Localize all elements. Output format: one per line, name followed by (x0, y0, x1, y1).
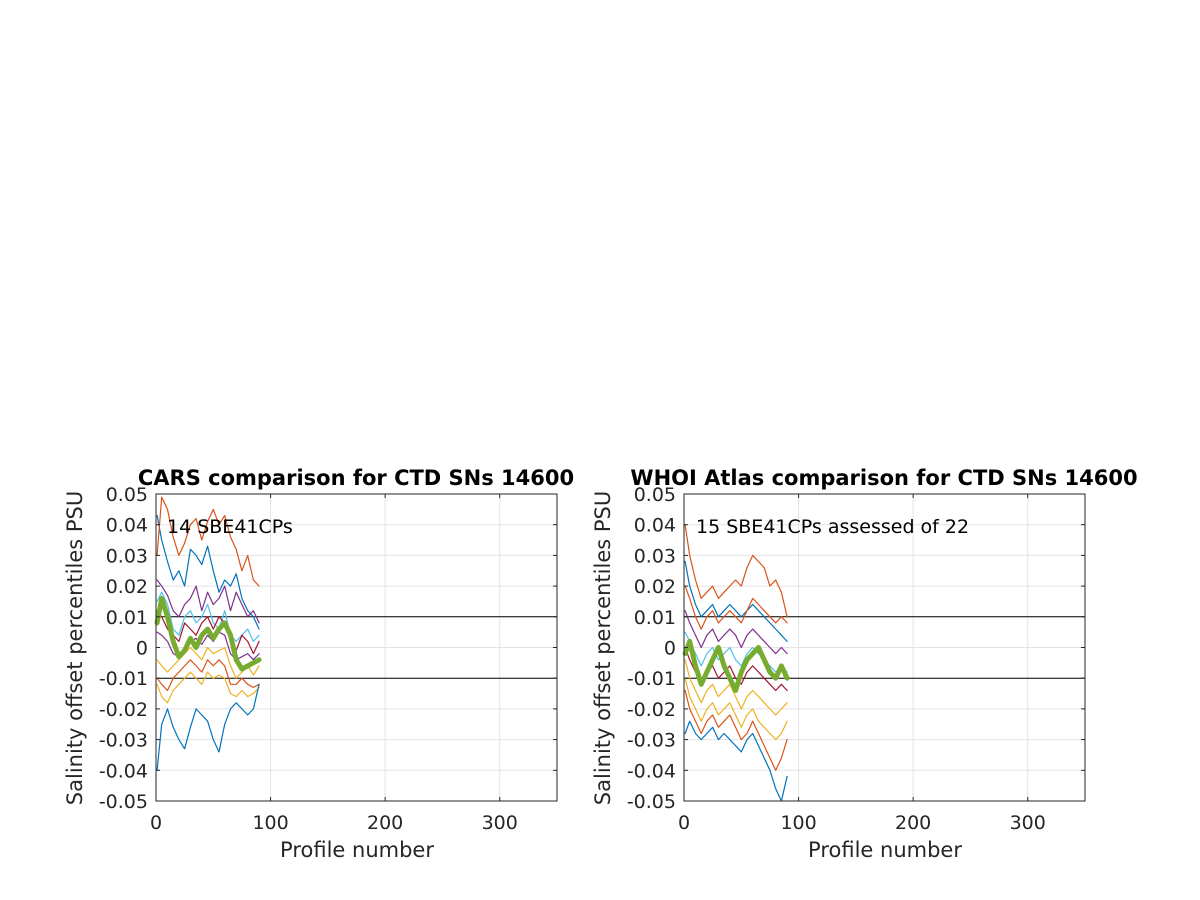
left-series-line-6 (156, 646, 260, 679)
right-y-tick-label: -0.05 (627, 791, 676, 813)
right-y-ticks: 0.05 0.04 0.03 0.02 0.01 0 -0.01 -0.02 -0.03 -0.0… (627, 484, 1085, 813)
left-annotation: 14 SBE41CPs (167, 516, 293, 538)
right-reference-lines (684, 616, 1085, 679)
left-x-ticks: 0 100 200 300 (150, 494, 518, 834)
left-panel: 0.05 0.04 0.03 0.02 0.01 0 -0.01 -0.02 -0.03 -0.0… (63, 466, 574, 862)
right-series-line-0 (684, 524, 788, 618)
left-y-ticks: 0.05 0.04 0.03 0.02 0.01 0 -0.01 -0.02 -0.03 -0.0… (99, 484, 557, 813)
right-y-tick-label: 0.05 (634, 484, 676, 506)
right-y-tick-label: 0 (664, 638, 676, 660)
left-series-line-9 (156, 683, 260, 771)
left-x-tick-label: 200 (367, 812, 403, 834)
left-series-line-7 (156, 659, 260, 692)
left-series-line-1 (156, 496, 260, 587)
left-y-tick-label: -0.02 (99, 699, 148, 721)
right-x-tick-label: 0 (678, 812, 690, 834)
left-x-axis-label: Profile number (280, 838, 434, 862)
left-series-line-0 (156, 514, 260, 630)
right-series-line-9 (684, 720, 788, 802)
left-chart-title: CARS comparison for CTD SNs 14600 (138, 466, 574, 490)
right-y-axis-label: Salinity offset percentiles PSU (591, 491, 615, 805)
left-y-tick-label: -0.05 (99, 791, 148, 813)
right-y-tick-label: -0.03 (627, 730, 676, 752)
right-y-tick-label: 0.03 (634, 545, 676, 567)
left-y-tick-label: 0.03 (106, 545, 148, 567)
right-x-tick-label: 300 (1010, 812, 1046, 834)
right-y-tick-label: 0.01 (634, 607, 676, 629)
right-panel: 0.05 0.04 0.03 0.02 0.01 0 -0.01 -0.02 -0.03 -0.0… (591, 466, 1138, 862)
right-series-group (682, 524, 790, 802)
left-series-line-8 (156, 671, 260, 704)
right-chart-title: WHOI Atlas comparison for CTD SNs 14600 (630, 466, 1137, 490)
right-series-line-4 (684, 631, 788, 673)
right-y-tick-label: 0.02 (634, 576, 676, 598)
right-series-line-7 (684, 677, 788, 741)
left-x-tick-label: 100 (252, 812, 288, 834)
right-y-tick-label: -0.02 (627, 699, 676, 721)
right-x-tick-label: 200 (895, 812, 931, 834)
right-series-line-3 (684, 610, 788, 655)
left-series-group (154, 496, 262, 771)
right-y-tick-label: -0.01 (627, 668, 676, 690)
left-series-line-10 (154, 595, 262, 672)
right-x-ticks: 0 100 200 300 (678, 494, 1046, 834)
right-y-tick-label: 0.04 (634, 515, 676, 537)
right-series-line-2 (684, 585, 788, 630)
left-y-tick-label: -0.04 (99, 760, 148, 782)
left-y-axis-label: Salinity offset percentiles PSU (63, 491, 87, 805)
right-y-tick-label: -0.04 (627, 760, 676, 782)
left-y-tick-label: 0 (136, 638, 148, 660)
right-series-line-6 (684, 659, 788, 716)
right-x-tick-label: 100 (780, 812, 816, 834)
left-series-line-2 (156, 579, 260, 624)
left-x-tick-label: 300 (482, 812, 518, 834)
left-series-line-5 (156, 631, 260, 661)
left-y-tick-label: 0.04 (106, 515, 148, 537)
right-x-axis-label: Profile number (808, 838, 962, 862)
left-y-tick-label: -0.03 (99, 730, 148, 752)
left-y-tick-label: 0.01 (106, 607, 148, 629)
left-y-tick-label: 0.02 (106, 576, 148, 598)
right-series-line-10 (682, 638, 790, 693)
left-y-tick-label: 0.05 (106, 484, 148, 506)
left-y-tick-label: -0.01 (99, 668, 148, 690)
right-series-line-8 (684, 689, 788, 771)
left-x-tick-label: 0 (150, 812, 162, 834)
right-series-line-1 (684, 560, 788, 643)
right-annotation: 15 SBE41CPs assessed of 22 (696, 516, 969, 538)
